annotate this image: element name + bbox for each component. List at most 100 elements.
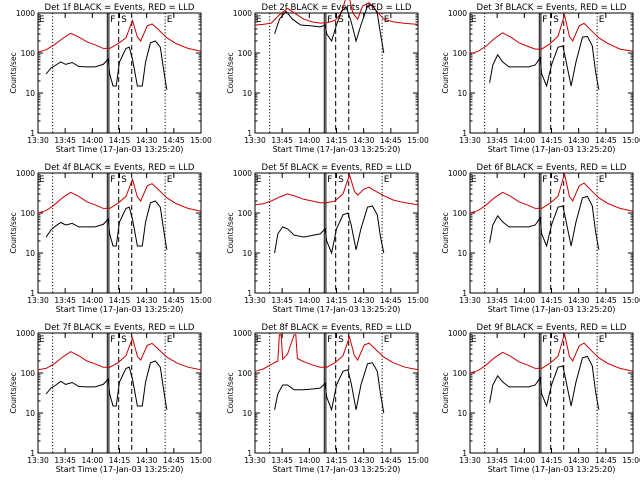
y-tick-label: 1 [462,449,467,458]
x-tick-label: 15:00 [190,456,212,465]
region-label: F [110,335,115,345]
y-tick-label: 1 [30,129,35,138]
x-tick-label: 14:00 [514,456,536,465]
lld-series-line [254,173,419,206]
region-label: S [338,15,344,25]
region-label: F [110,15,115,25]
y-tick-label: 100 [238,369,253,378]
x-tick-label: 14:00 [299,456,321,465]
events-series-line [489,35,600,90]
x-tick-label: 13:30 [459,136,481,145]
x-tick-label: 13:30 [459,456,481,465]
region-label: F [110,175,115,185]
x-tick-label: 14:15 [541,456,563,465]
region-label: E [471,175,477,185]
x-tick-label: 15:00 [190,296,212,305]
lld-series-line [37,18,202,53]
x-tick-label: 13:45 [486,136,508,145]
plot-frame [254,12,419,134]
x-tick-label: 15:00 [190,136,212,145]
x-tick-label: 13:45 [54,296,76,305]
x-tick-label: 14:00 [82,456,104,465]
y-tick-label: 10 [242,409,252,418]
x-tick-label: 14:15 [326,456,348,465]
chart-title: Det 9f BLACK = Events, RED = LLD [477,323,627,333]
region-label: E [167,335,173,345]
y-tick-label: 1000 [448,9,467,18]
x-axis-label: Start Time (17-Jan-03 13:25:20) [56,465,184,474]
x-tick-label: 15:00 [622,456,640,465]
lld-series-line [469,12,634,55]
y-axis-label: Counts/sec [9,212,18,253]
x-tick-label: 13:30 [459,296,481,305]
x-tick-label: 15:00 [407,456,429,465]
region-label: E [256,175,262,185]
region-label: S [121,335,127,345]
y-axis-label: Counts/sec [9,372,18,413]
x-tick-label: 15:00 [622,136,640,145]
region-label: E [599,175,605,185]
plot-frame [37,332,202,454]
y-tick-label: 10 [457,89,467,98]
y-axis-label: Counts/sec [441,212,450,253]
region-label: S [121,15,127,25]
plot-frame [254,172,419,294]
y-tick-label: 10 [25,409,35,418]
chart-title: Det 4f BLACK = Events, RED = LLD [45,163,195,173]
events-series-line [45,40,168,90]
y-axis-label: Counts/sec [441,52,450,93]
region-label: E [599,15,605,25]
region-label: E [384,335,390,345]
x-tick-label: 13:30 [244,296,266,305]
x-tick-label: 13:30 [244,136,266,145]
x-tick-label: 15:00 [622,296,640,305]
y-tick-label: 10 [457,249,467,258]
lld-series-line [469,333,634,374]
region-label: E [599,335,605,345]
y-tick-label: 100 [21,209,36,218]
y-tick-label: 1 [462,129,467,138]
region-label: S [338,175,344,185]
events-series-line [45,200,168,250]
x-tick-label: 14:30 [353,136,375,145]
x-tick-label: 14:45 [595,456,617,465]
y-tick-label: 1000 [448,329,467,338]
y-tick-label: 1000 [233,169,252,178]
lld-series-line [254,0,419,26]
region-label: S [553,175,559,185]
x-tick-label: 14:45 [380,136,402,145]
x-tick-label: 14:45 [595,296,617,305]
y-tick-label: 1000 [233,329,252,338]
y-axis-label: Counts/sec [226,372,235,413]
chart-title: Det 2f BLACK = Events, RED = LLD [262,3,412,13]
x-tick-label: 14:15 [541,296,563,305]
x-tick-label: 14:45 [380,296,402,305]
x-tick-label: 14:00 [82,136,104,145]
x-tick-label: 14:15 [109,456,131,465]
region-label: F [542,15,547,25]
x-tick-label: 14:15 [326,296,348,305]
lld-series-line [254,334,419,372]
y-tick-label: 100 [238,49,253,58]
chart-title: Det 7f BLACK = Events, RED = LLD [45,323,195,333]
x-tick-label: 14:00 [82,296,104,305]
y-tick-label: 1000 [448,169,467,178]
x-tick-label: 14:15 [326,136,348,145]
y-tick-label: 100 [21,49,36,58]
chart-panel: Det 9f BLACK = Events, RED = LLD 1 10 100 10… [441,323,640,474]
y-axis-label: Counts/sec [9,52,18,93]
region-label: E [39,15,45,25]
x-tick-label: 14:00 [514,296,536,305]
x-tick-label: 14:30 [353,296,375,305]
x-tick-label: 14:00 [299,136,321,145]
x-tick-label: 14:30 [353,456,375,465]
x-tick-label: 14:45 [163,456,185,465]
region-label: E [471,335,477,345]
y-tick-label: 1 [30,449,35,458]
chart-panel: Det 4f BLACK = Events, RED = LLD 1 10 100 10… [9,163,212,314]
x-tick-label: 14:00 [299,296,321,305]
lld-series-line [37,177,202,214]
chart-panel: Det 8f BLACK = Events, RED = LLD 1 10 100 10… [226,323,429,474]
y-tick-label: 10 [242,249,252,258]
